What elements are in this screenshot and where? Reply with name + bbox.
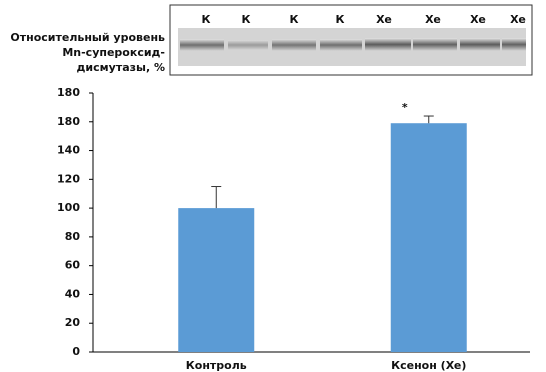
blot-band: [180, 39, 224, 51]
blot-band: [502, 38, 526, 51]
y-tick-label: 0: [72, 345, 80, 358]
y-tick-label: 100: [57, 201, 80, 214]
blot-lane-label: Xe: [510, 13, 526, 26]
y-tick-label: 120: [57, 172, 80, 185]
blot-lane-label: Xe: [376, 13, 392, 26]
y-tick-label: 140: [57, 144, 80, 157]
blot-band: [228, 40, 268, 50]
x-tick-label: Ксенон (Xe): [391, 359, 466, 372]
annotation: *: [402, 101, 408, 114]
blot-lane-label: К: [242, 13, 251, 26]
y-axis-label: Mn-супероксид-: [62, 46, 165, 59]
y-tick-label: 80: [65, 230, 81, 243]
blot-band: [413, 38, 457, 51]
blot-band: [272, 39, 316, 51]
blot-band: [320, 39, 362, 51]
blot-lane-label: Xe: [425, 13, 441, 26]
x-tick-label: Контроль: [186, 359, 247, 372]
y-axis-label: дисмутазы, %: [77, 61, 165, 74]
y-tick-label: 60: [65, 259, 81, 272]
bar: [178, 208, 254, 352]
chart: Относительный уровень Mn-супероксид-дисму…: [0, 0, 546, 372]
blot-lane-label: К: [202, 13, 211, 26]
y-tick-label: 180: [57, 86, 80, 99]
y-axis-label: Относительный уровень: [10, 31, 165, 44]
blot-band: [460, 38, 500, 51]
y-tick-label: 20: [65, 316, 81, 329]
blot-band: [365, 38, 411, 51]
blot-lane-label: Xe: [470, 13, 486, 26]
blot-lane-label: К: [336, 13, 345, 26]
bar: [391, 123, 467, 352]
blot-lane-label: К: [290, 13, 299, 26]
y-tick-label: 40: [65, 287, 81, 300]
y-tick-label: 180: [57, 115, 80, 128]
